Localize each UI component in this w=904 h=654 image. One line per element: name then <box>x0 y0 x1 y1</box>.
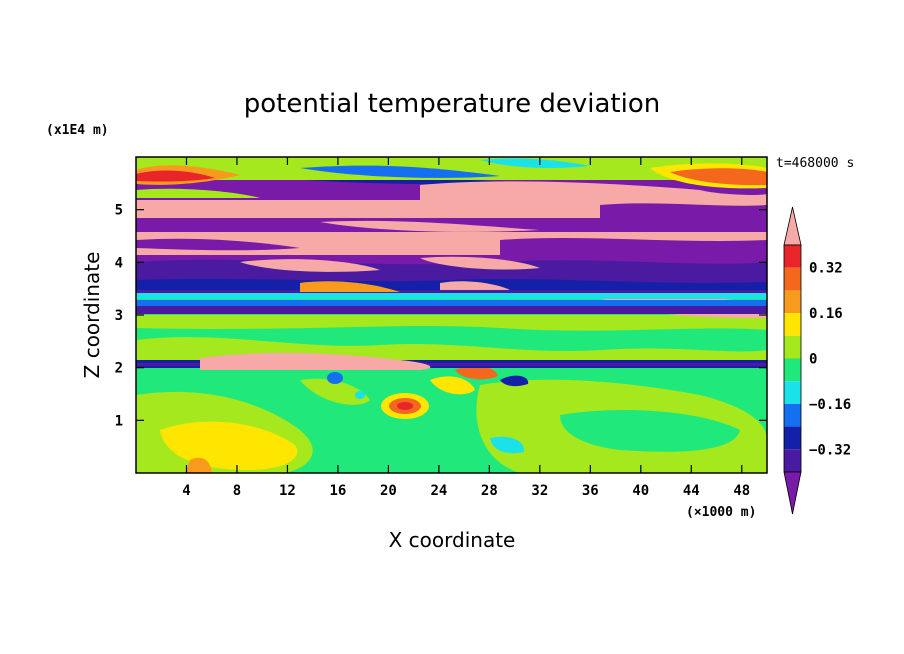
colorbar-segment <box>784 381 801 404</box>
y-unit-label: (x1E4 m) <box>46 123 109 138</box>
colorbar-segment <box>784 358 801 382</box>
colorbar-label: −0.32 <box>809 442 851 458</box>
x-tick-label: 16 <box>329 483 346 499</box>
chart-title: potential temperature deviation <box>244 89 660 119</box>
x-tick-label: 8 <box>233 483 241 499</box>
colorbar-extend-bottom <box>783 471 802 515</box>
y-axis-label: Z coordinate <box>80 252 104 379</box>
y-tick-label: 1 <box>115 413 123 429</box>
x-tick-label: 12 <box>279 483 296 499</box>
time-label: t=468000 s <box>776 156 854 171</box>
y-tick-label: 5 <box>115 203 123 219</box>
colorbar-segment <box>784 290 801 314</box>
x-tick-label: 20 <box>380 483 397 499</box>
colorbar-label: 0.32 <box>809 261 843 277</box>
colorbar-segment <box>784 403 801 427</box>
x-tick-label: 28 <box>481 483 498 499</box>
x-unit-label: (×1000 m) <box>686 505 756 520</box>
x-axis-label: X coordinate <box>389 528 516 552</box>
colorbar-label: −0.16 <box>809 397 851 413</box>
x-axis: 4 8 12 16 20 24 28 32 36 40 44 48 <box>182 157 750 499</box>
colorbar-segment <box>784 426 801 450</box>
y-tick-label: 2 <box>115 361 123 377</box>
x-tick-label: 36 <box>582 483 599 499</box>
x-tick-label: 32 <box>531 483 548 499</box>
colorbar-segment <box>784 313 801 336</box>
colorbar-segment <box>784 245 801 268</box>
colorbar-extend-top <box>783 206 802 246</box>
x-tick-label: 24 <box>430 483 447 499</box>
contour-field <box>136 157 767 473</box>
y-tick-label: 4 <box>115 255 123 271</box>
x-tick-label: 4 <box>182 483 190 499</box>
colorbar-label: 0.16 <box>809 306 843 322</box>
colorbar-segment <box>784 267 801 291</box>
colorbar: 0.32 0.16 0 −0.16 −0.32 <box>783 206 851 515</box>
colorbar-label: 0 <box>809 352 817 368</box>
x-tick-label: 44 <box>683 483 700 499</box>
y-axis: 1 2 3 4 5 <box>115 203 767 429</box>
colorbar-segment <box>784 335 801 359</box>
y-tick-label: 3 <box>115 308 123 324</box>
x-tick-label: 48 <box>733 483 750 499</box>
colorbar-segment <box>784 449 801 472</box>
x-tick-label: 40 <box>632 483 649 499</box>
